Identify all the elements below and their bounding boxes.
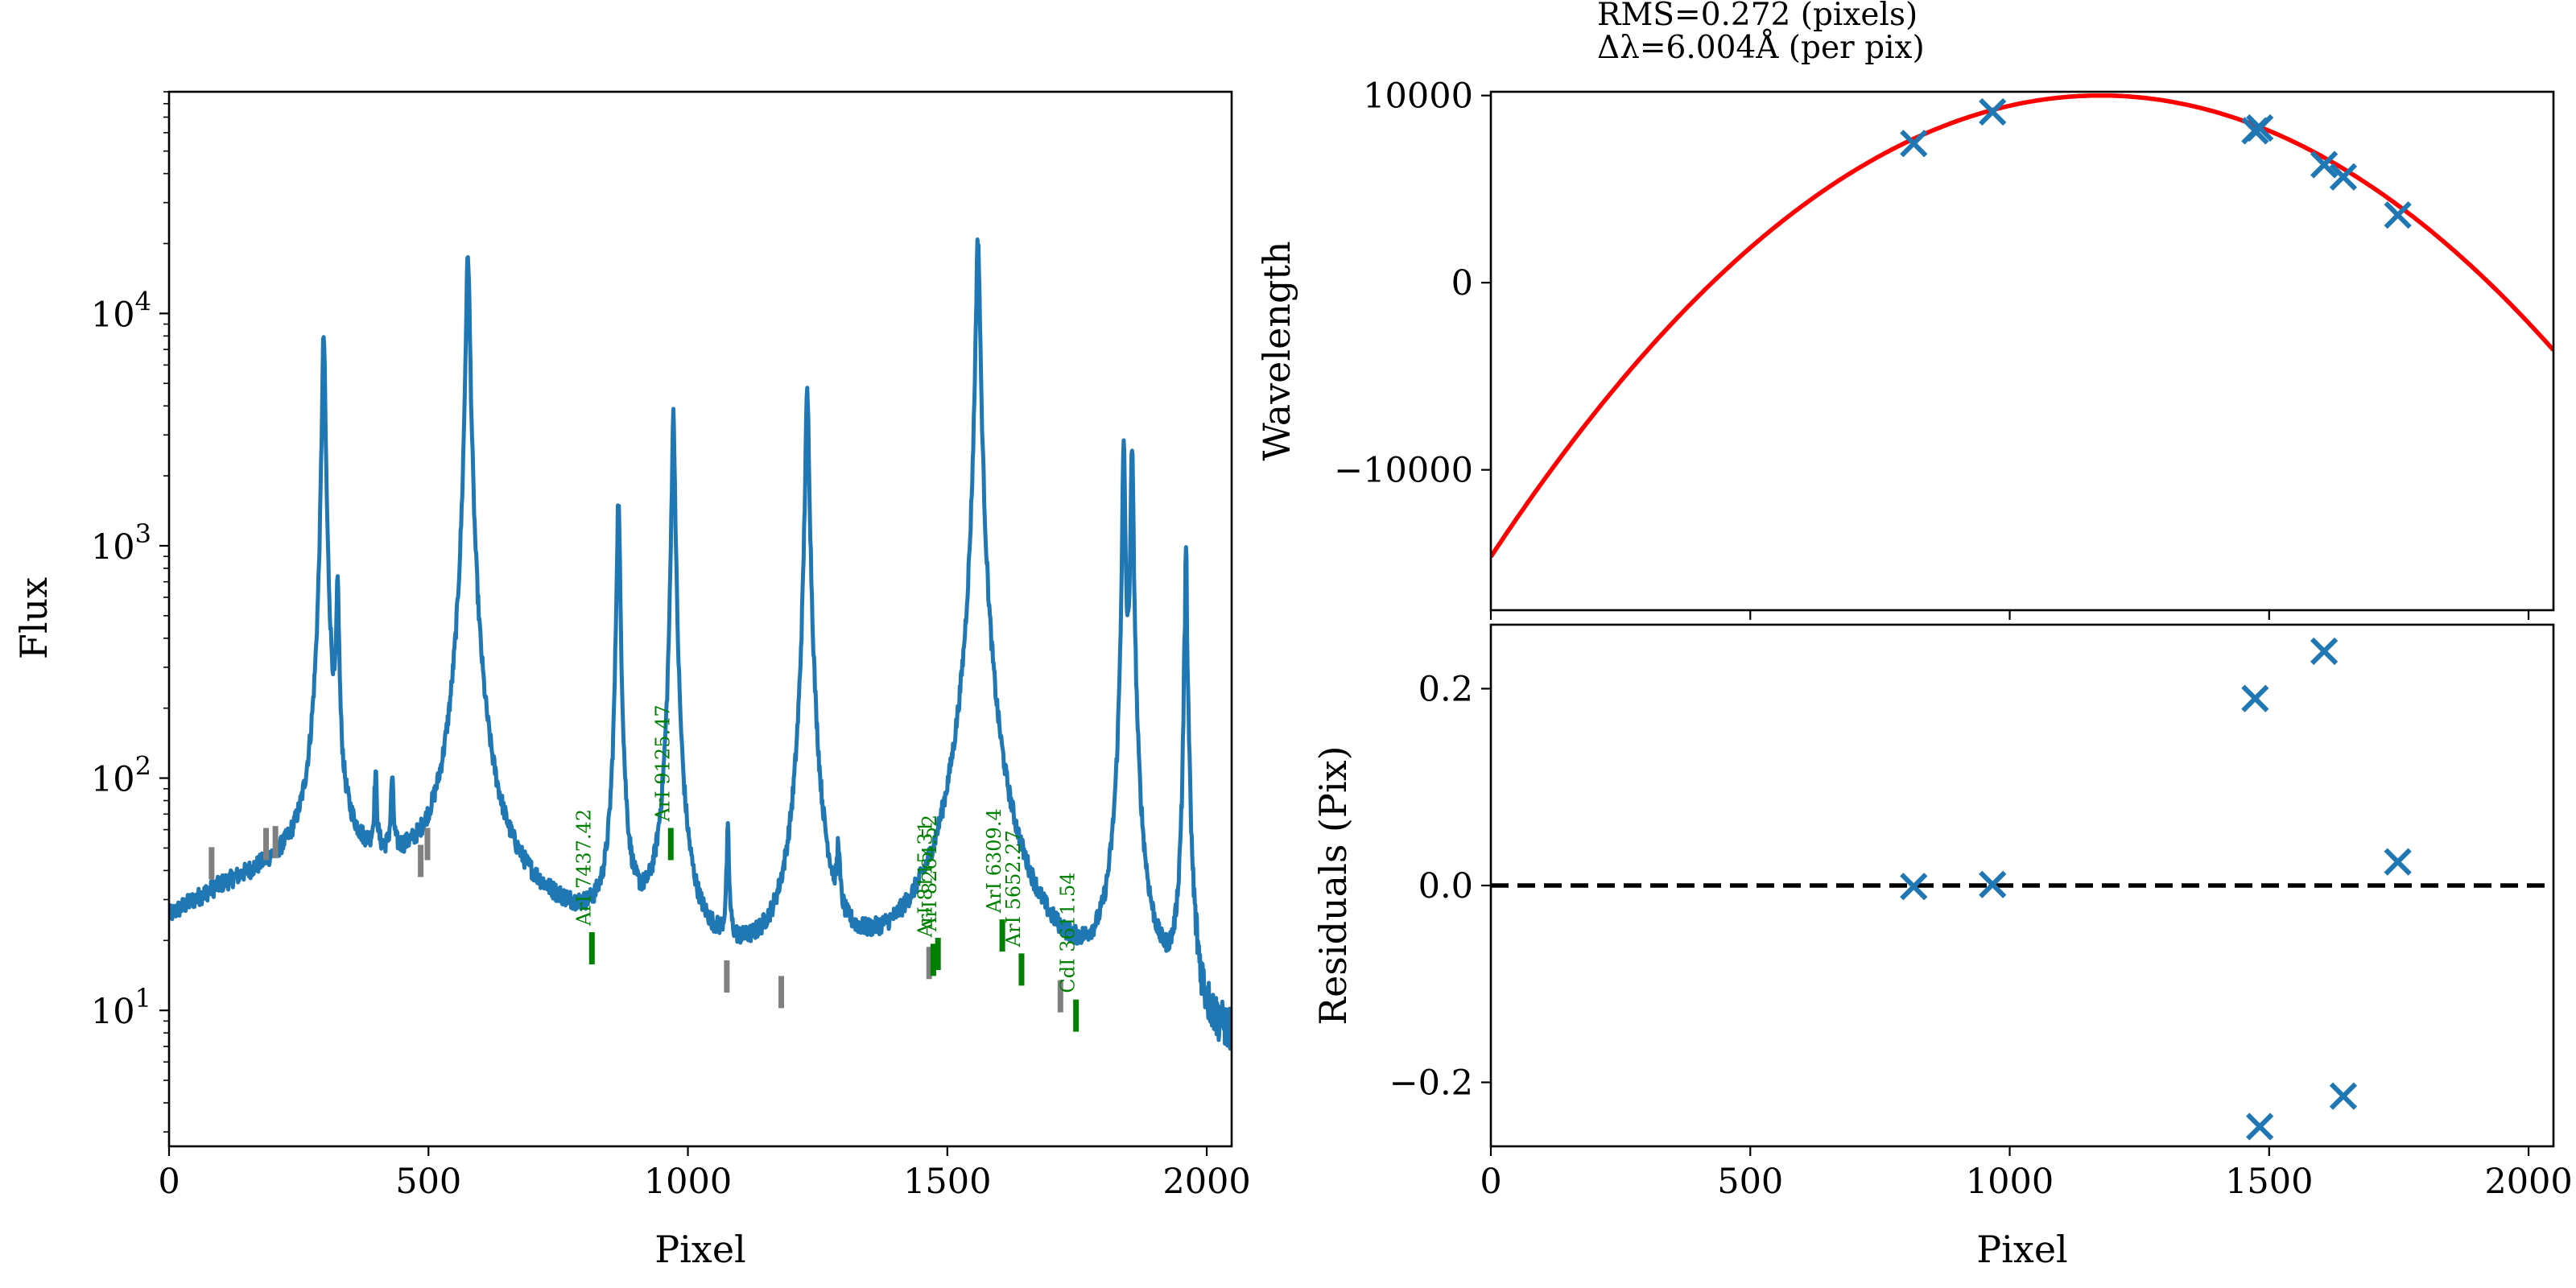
- spectrum-x-tick-label: 0: [158, 1162, 180, 1202]
- residuals-x-tick-label: 0: [1480, 1162, 1501, 1202]
- spectrum-y-tick-label: 102: [91, 751, 151, 800]
- spectrum-y-axis-label: Flux: [12, 577, 56, 659]
- residuals-y-axis-label: Residuals (Pix): [1311, 745, 1355, 1025]
- spectrum-x-tick-label: 500: [395, 1162, 461, 1202]
- spectrum-axes: 0 500 1000 1500 2000 101 102 103 104: [91, 90, 1251, 1202]
- wavelength-fit-curve: [1491, 93, 2553, 559]
- dispersion-text: Δλ=6.004Å (per pix): [1597, 28, 1925, 66]
- residual-point: [2310, 637, 2339, 666]
- residual-point: [2246, 1113, 2274, 1141]
- wavelength-point: [2310, 151, 2339, 179]
- wavelength-y-axis-label: Wavelength: [1255, 241, 1298, 460]
- identified-line-label: ArI 5652.27: [1002, 830, 1025, 947]
- identified-line-label: ArI 9125.47: [651, 704, 674, 822]
- wavelength-fit-y-tick-label: 10000: [1363, 76, 1473, 117]
- spectrum-frame: [167, 90, 1233, 1148]
- wavelength-fit-panel: 10000 0 −10000 Wavelength: [1255, 76, 2555, 620]
- residual-point: [2241, 684, 2269, 712]
- residual-point: [1979, 870, 2007, 898]
- spectrum-line: [169, 237, 1232, 1051]
- residuals-x-axis-label: Pixel: [1976, 1228, 2068, 1271]
- spectrum-x-tick-label: 2000: [1162, 1162, 1250, 1202]
- wavelength-point: [2384, 201, 2412, 229]
- identified-line-label: ArI 8264.52: [919, 815, 941, 932]
- residuals-x-tick-label: 1000: [1966, 1162, 2054, 1202]
- spectrum-y-tick-label: 103: [91, 518, 151, 568]
- residuals-y-tick-label: −0.2: [1389, 1063, 1473, 1104]
- wavelength-fit-y-tick-label: −10000: [1334, 451, 1473, 491]
- identified-line-label: CdI 3611.54: [1057, 873, 1080, 993]
- wavelength-fit-axes: 10000 0 −10000: [1334, 76, 2555, 620]
- dispersion-label: Δλ=6.004Å (per pix): [1597, 28, 1925, 66]
- wavelength-fit-frame: [1489, 90, 2555, 612]
- residual-point: [2329, 1082, 2358, 1110]
- wavelength-point: [2246, 114, 2274, 142]
- residuals-x-tick-label: 2000: [2484, 1162, 2572, 1202]
- residual-point: [1900, 873, 1928, 901]
- wavelength-point: [1979, 97, 2007, 126]
- residuals-y-tick-label: 0.0: [1418, 866, 1473, 906]
- identified-line-label: ArI 7437.42: [572, 809, 595, 927]
- residual-point: [2384, 848, 2412, 876]
- spectrum-x-tick-label: 1000: [644, 1162, 732, 1202]
- spectrum-x-axis-label: Pixel: [654, 1228, 746, 1271]
- rms-label: RMS=0.272 (pixels): [1597, 0, 1918, 33]
- spectrum-y-tick-label: 101: [91, 983, 151, 1032]
- residuals-y-tick-label: 0.2: [1418, 669, 1473, 709]
- residuals-panel: 0 500 1000 1500 2000 0.2 0.0 −0.2 Pixel Residua…: [1311, 623, 2573, 1271]
- wavelength-fit-y-tick-label: 0: [1451, 263, 1473, 303]
- wavelength-point: [2329, 163, 2358, 191]
- identified-line-label: ArI 6309.4: [983, 808, 1005, 914]
- identified-line-label: ArI 8115.31: [914, 820, 936, 938]
- residuals-plot-area: [1491, 637, 2553, 1141]
- spectrum-y-tick-label: 104: [91, 286, 151, 335]
- wavelength-point: [1900, 130, 1928, 158]
- residuals-axes: 0 500 1000 1500 2000 0.2 0.0 −0.2: [1389, 623, 2573, 1202]
- spectrum-x-tick-label: 1500: [903, 1162, 991, 1202]
- wavelength-fit-plot-area: [1491, 93, 2553, 559]
- residuals-x-tick-label: 1500: [2225, 1162, 2313, 1202]
- residuals-x-tick-label: 500: [1717, 1162, 1783, 1202]
